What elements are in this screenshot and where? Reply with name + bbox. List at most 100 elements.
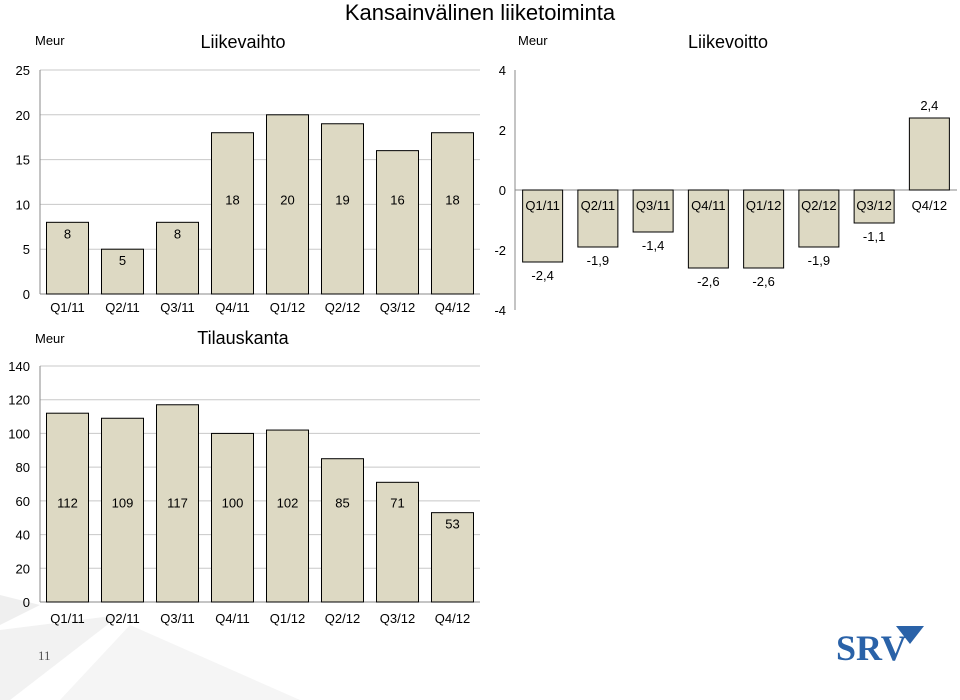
bar <box>46 412 89 603</box>
y-tick-label: 100 <box>8 426 30 441</box>
x-tick-label: Q3/11 <box>636 198 670 213</box>
bar <box>431 132 474 295</box>
y-axis-unit-label: Meur <box>35 33 65 48</box>
y-tick-label: -2 <box>494 243 506 258</box>
data-label: 112 <box>57 496 78 511</box>
bar <box>101 248 144 295</box>
data-label: 85 <box>335 496 349 511</box>
y-tick-label: 15 <box>16 153 30 168</box>
data-label: 100 <box>222 496 244 511</box>
data-label: 18 <box>225 192 239 207</box>
data-label: 102 <box>277 496 299 511</box>
bar <box>211 432 254 603</box>
x-tick-label: Q3/11 <box>160 300 194 315</box>
bar <box>431 512 474 603</box>
data-label: 16 <box>390 192 404 207</box>
bar <box>853 189 895 224</box>
x-tick-label: Q1/12 <box>746 198 781 213</box>
data-label: -2,6 <box>752 274 774 289</box>
bar <box>266 114 309 295</box>
data-label: 109 <box>112 496 134 511</box>
bar <box>743 189 785 269</box>
chart-title: Liikevoitto <box>688 32 768 52</box>
y-axis-unit-label: Meur <box>518 33 548 48</box>
y-tick-label: 120 <box>8 393 30 408</box>
y-tick-label: 20 <box>16 108 30 123</box>
x-tick-label: Q4/11 <box>215 611 249 626</box>
x-tick-label: Q3/11 <box>160 611 194 626</box>
y-tick-label: 60 <box>16 494 30 509</box>
data-label: 71 <box>390 496 404 511</box>
y-tick-label: -4 <box>494 303 506 318</box>
x-tick-label: Q2/11 <box>581 198 615 213</box>
x-tick-label: Q3/12 <box>380 611 415 626</box>
y-tick-label: 0 <box>23 595 30 610</box>
bar <box>321 458 364 603</box>
bar <box>46 221 89 295</box>
data-label: 8 <box>64 226 71 241</box>
x-tick-label: Q1/11 <box>50 300 84 315</box>
x-tick-label: Q4/11 <box>215 300 249 315</box>
x-tick-label: Q1/12 <box>270 611 305 626</box>
x-tick-label: Q4/12 <box>435 611 470 626</box>
bar <box>577 189 619 248</box>
x-tick-label: Q4/11 <box>691 198 725 213</box>
data-label: -1,1 <box>863 229 885 244</box>
x-tick-label: Q2/11 <box>105 611 139 626</box>
x-tick-label: Q1/12 <box>270 300 305 315</box>
svg-text:SRV: SRV <box>836 628 907 666</box>
data-label: 53 <box>445 517 459 532</box>
bar <box>632 189 674 233</box>
data-label: -1,9 <box>808 253 830 268</box>
x-tick-label: Q1/11 <box>525 198 559 213</box>
y-tick-label: 20 <box>16 561 30 576</box>
y-tick-label: 0 <box>23 287 30 302</box>
bar <box>266 429 309 603</box>
bar <box>798 189 840 248</box>
y-tick-label: 10 <box>16 197 30 212</box>
y-tick-label: 4 <box>499 63 506 78</box>
srv-logo: SRV <box>836 626 924 666</box>
x-tick-label: Q3/12 <box>380 300 415 315</box>
x-tick-label: Q2/12 <box>325 300 360 315</box>
data-label: -2,4 <box>531 268 553 283</box>
slide-number: 11 <box>38 648 51 663</box>
data-label: -1,4 <box>642 238 664 253</box>
chart-title: Tilauskanta <box>197 328 289 348</box>
data-label: -1,9 <box>587 253 609 268</box>
y-tick-label: 2 <box>499 123 506 138</box>
y-tick-label: 40 <box>16 528 30 543</box>
data-label: 2,4 <box>920 98 938 113</box>
x-tick-label: Q2/12 <box>325 611 360 626</box>
data-label: -2,6 <box>697 274 719 289</box>
x-tick-label: Q2/11 <box>105 300 139 315</box>
x-tick-label: Q2/12 <box>801 198 836 213</box>
corner-decoration <box>0 595 300 700</box>
data-label: 117 <box>167 496 188 511</box>
bar <box>522 189 564 263</box>
bar <box>156 221 199 295</box>
y-axis-unit-label: Meur <box>35 331 65 346</box>
x-tick-label: Q4/12 <box>912 198 947 213</box>
bar <box>321 123 364 295</box>
page-title: Kansainvälinen liiketoiminta <box>344 0 616 25</box>
x-tick-label: Q1/11 <box>50 611 84 626</box>
x-tick-label: Q3/12 <box>856 198 891 213</box>
data-label: 8 <box>174 226 181 241</box>
x-tick-label: Q4/12 <box>435 300 470 315</box>
chart-title: Liikevaihto <box>200 32 285 52</box>
y-tick-label: 140 <box>8 359 30 374</box>
bar <box>156 404 199 603</box>
y-tick-label: 5 <box>23 242 30 257</box>
data-label: 5 <box>119 253 126 268</box>
y-tick-label: 0 <box>499 183 506 198</box>
bar <box>376 481 419 603</box>
data-label: 20 <box>280 192 294 207</box>
bar <box>687 189 729 269</box>
y-tick-label: 80 <box>16 460 30 475</box>
bar <box>211 132 254 295</box>
data-label: 19 <box>335 192 349 207</box>
y-tick-label: 25 <box>16 63 30 78</box>
bar <box>908 117 950 191</box>
